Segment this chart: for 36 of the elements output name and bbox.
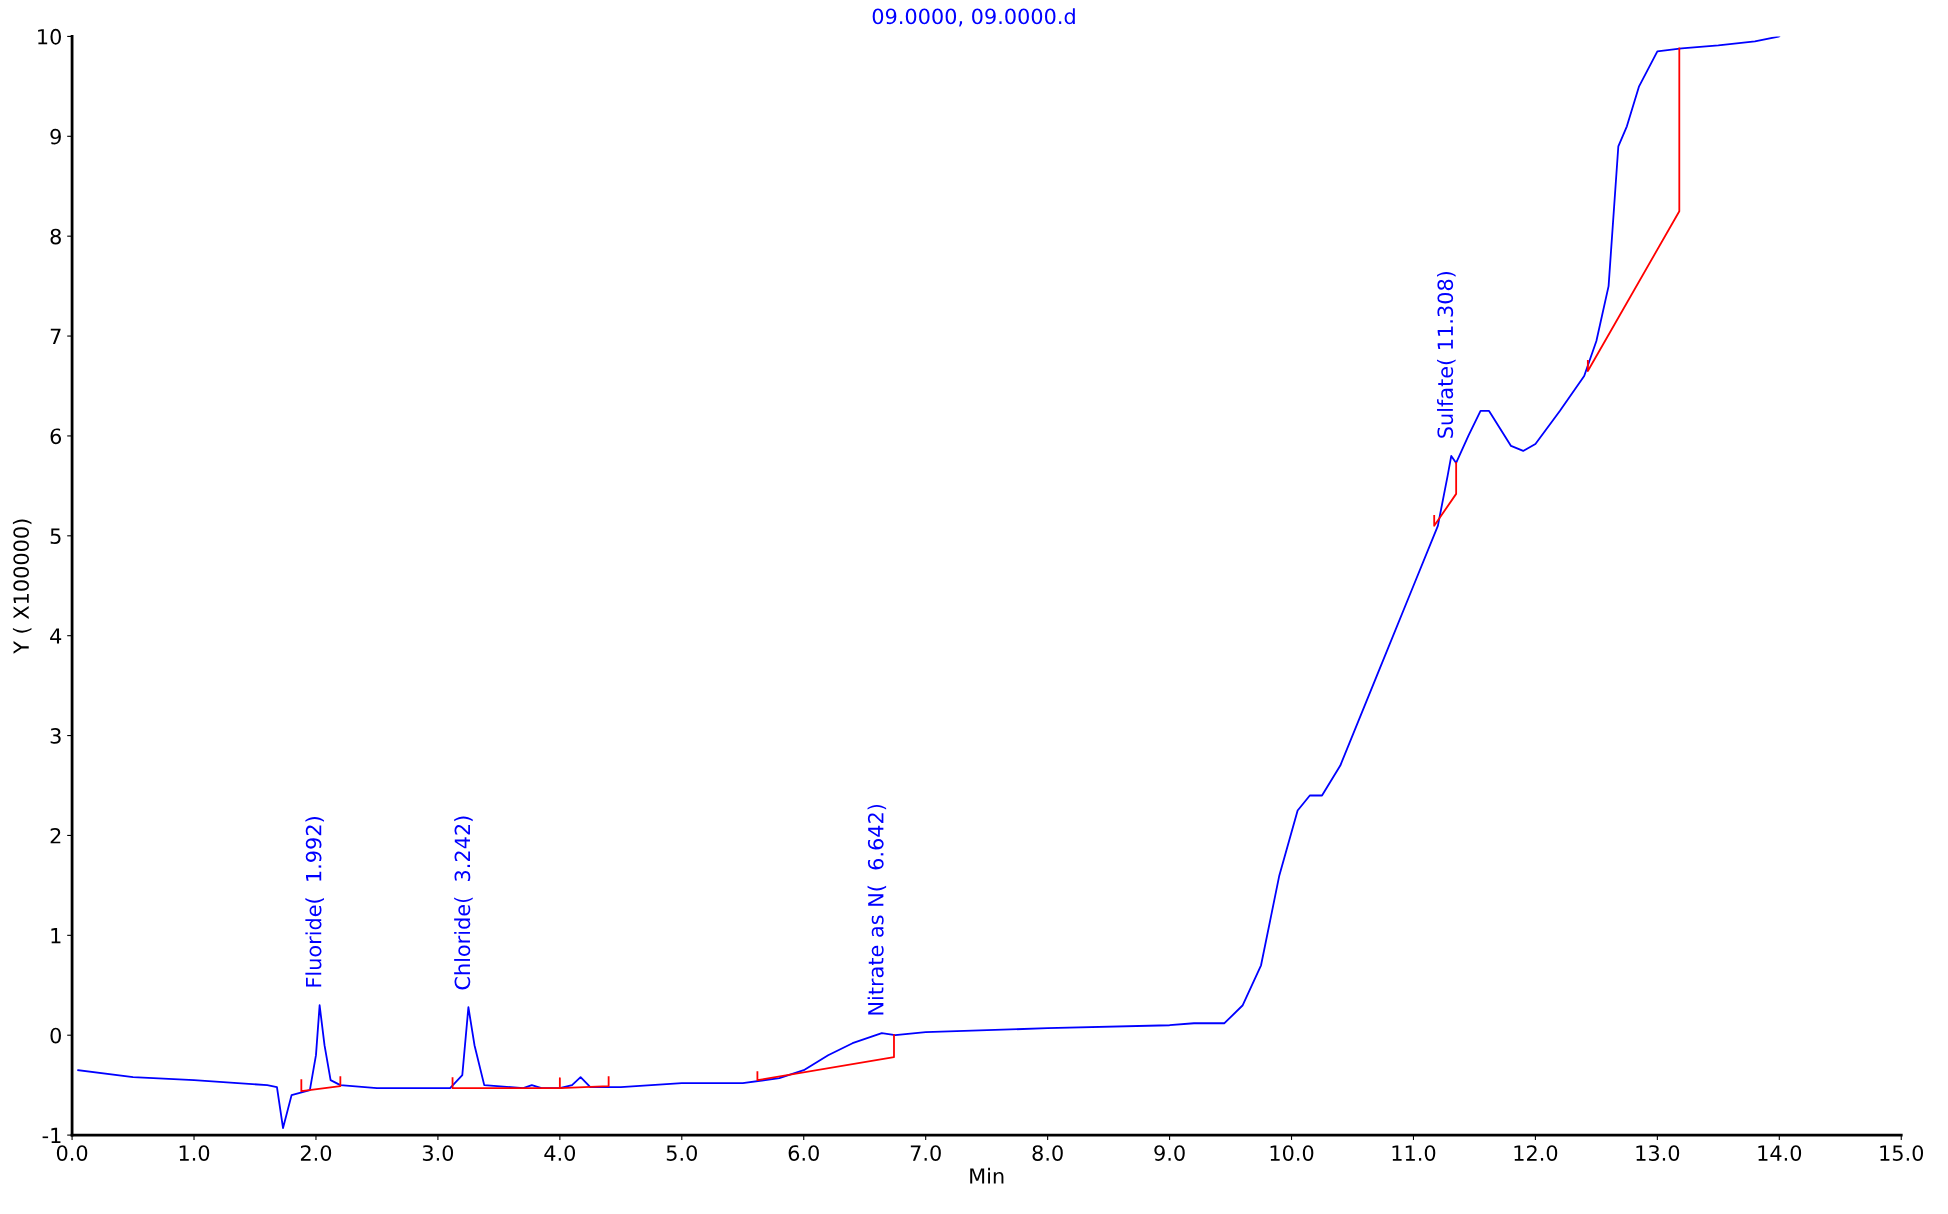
y-tick-label: 1 <box>51 928 61 944</box>
x-axis-title: Min <box>970 1167 1004 1184</box>
chart-subtitle: 09.0000, 09.0000.d <box>872 8 1075 27</box>
y-tick-label: 9 <box>50 128 61 145</box>
y-tick-label: 2 <box>50 827 61 844</box>
line-series <box>77 36 1781 1130</box>
y-tick-label: 0 <box>50 1027 61 1044</box>
x-tick-label: 5.0 <box>666 1145 697 1161</box>
x-tick-label: 10.0 <box>1270 1145 1314 1161</box>
x-tick-label: 0.0 <box>56 1145 88 1161</box>
annotation: Sulfate( 11.308) <box>1437 271 1456 438</box>
x-tick-label: 9.0 <box>1154 1145 1185 1161</box>
y-tick-label: 8 <box>50 228 61 245</box>
x-tick-label: 15.0 <box>1880 1145 1924 1161</box>
x-tick-label: 1.0 <box>179 1145 210 1161</box>
x-tick-label: 12.0 <box>1514 1145 1558 1161</box>
y-tick-label: 7 <box>50 328 61 344</box>
x-tick-label: 14.0 <box>1758 1145 1802 1161</box>
annotation: Chloride( 3.242) <box>454 816 473 990</box>
annotation: Nitrate as N( 6.642) <box>867 804 887 1015</box>
annotation: Fluoride( 1.992) <box>305 817 324 987</box>
x-tick-label: 2.0 <box>300 1145 332 1161</box>
x-tick-label: 3.0 <box>422 1145 454 1161</box>
y-tick-label: 6 <box>50 428 62 445</box>
x-tick-label: 8.0 <box>1032 1145 1063 1161</box>
y-tick-label: 10 <box>38 28 61 45</box>
y-axis-title: Y ( X100000) <box>12 519 32 654</box>
x-tick-label: 7.0 <box>910 1145 941 1161</box>
y-tick-label: 3 <box>50 728 61 744</box>
x-tick-label: 4.0 <box>544 1145 576 1161</box>
x-tick-label: 11.0 <box>1392 1145 1436 1161</box>
y-tick-label: 4 <box>50 628 62 644</box>
y-tick-label: -1 <box>42 1127 61 1144</box>
x-tick-label: 13.0 <box>1636 1145 1680 1161</box>
x-tick-label: 6.0 <box>788 1145 819 1161</box>
y-tick-label: 5 <box>50 528 61 545</box>
